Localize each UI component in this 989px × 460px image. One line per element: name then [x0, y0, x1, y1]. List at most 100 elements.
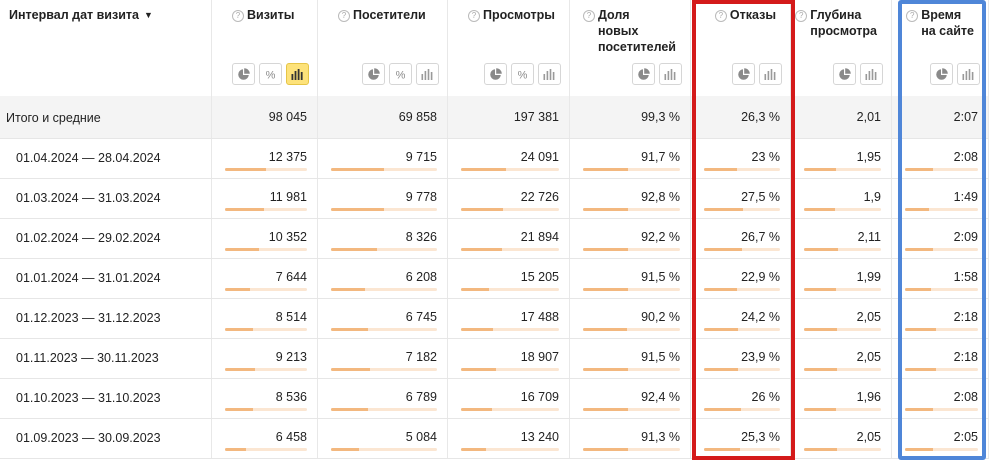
table-row[interactable]: 01.04.2024 — 28.04.2024 12 375 9 715 24 091… [0, 139, 989, 179]
cell-value: 1,9 [863, 190, 881, 204]
totals-row[interactable]: Итого и средние 98 045 69 858 197 381 99,3 %… [0, 96, 989, 139]
share-bar-fill [331, 248, 377, 251]
cell-depth: 2,01 [791, 96, 892, 138]
share-bar-fill [704, 448, 740, 451]
bar-chart-view-button[interactable] [416, 63, 439, 85]
table-row[interactable]: 01.12.2023 — 31.12.2023 8 514 6 745 17 488 9… [0, 299, 989, 339]
cell-value: 1,96 [856, 390, 881, 404]
pie-chart-view-button[interactable] [632, 63, 655, 85]
table-row[interactable]: 01.02.2024 — 29.02.2024 10 352 8 326 21 894… [0, 219, 989, 259]
column-title-line: Визиты [247, 8, 295, 22]
column-header-bounces[interactable]: ? Отказы [691, 0, 791, 96]
cell-value: 11 981 [269, 190, 307, 204]
share-bar [905, 248, 978, 251]
cell-new_share: 92,8 % [570, 179, 691, 218]
table-row[interactable]: 01.09.2023 — 30.09.2023 6 458 5 084 13 240 9… [0, 419, 989, 459]
column-title-visitors[interactable]: ? Посетители [338, 7, 426, 23]
view-mode-buttons [930, 63, 980, 85]
table-row[interactable]: 01.11.2023 — 30.11.2023 9 213 7 182 18 907 9… [0, 339, 989, 379]
share-bar [225, 208, 307, 211]
share-bar [905, 368, 978, 371]
share-bar [331, 408, 437, 411]
table-row[interactable]: 01.01.2024 — 31.01.2024 7 644 6 208 15 205 9… [0, 259, 989, 299]
cell-visitors: 6 745 [318, 299, 448, 338]
help-icon[interactable]: ? [232, 10, 244, 22]
percent-view-button[interactable]: % [259, 63, 282, 85]
help-icon[interactable]: ? [338, 10, 350, 22]
cell-value: 26 % [751, 390, 781, 404]
share-bar [804, 208, 881, 211]
help-icon[interactable]: ? [906, 10, 919, 22]
share-bar [583, 328, 680, 331]
column-header-visits[interactable]: ? Визиты% [212, 0, 318, 96]
sort-down-icon[interactable]: ▼ [143, 10, 153, 20]
share-bar-fill [583, 208, 628, 211]
share-bar [331, 168, 437, 171]
column-title-depth[interactable]: ? Глубина просмотра [795, 7, 877, 39]
column-title-visits[interactable]: ? Визиты [232, 7, 294, 23]
column-header-new_share[interactable]: ? Доля новых посетителей [570, 0, 691, 96]
cell-new_share: 92,4 % [570, 379, 691, 418]
bar-chart-icon [764, 68, 777, 80]
cell-value: 8 514 [275, 310, 307, 324]
help-icon[interactable]: ? [795, 10, 808, 22]
column-header-views[interactable]: ? Просмотры% [448, 0, 570, 96]
cell-bounces: 22,9 % [691, 259, 791, 298]
bar-chart-view-button[interactable] [957, 63, 980, 85]
cell-visitors: 6 208 [318, 259, 448, 298]
share-bar [461, 408, 559, 411]
column-header-depth[interactable]: ? Глубина просмотра [791, 0, 892, 96]
share-bar-fill [225, 328, 253, 331]
pie-chart-view-button[interactable] [833, 63, 856, 85]
bar-chart-view-button[interactable] [860, 63, 883, 85]
share-bar [461, 208, 559, 211]
share-bar [461, 368, 559, 371]
view-mode-buttons [833, 63, 883, 85]
table-row[interactable]: 01.03.2024 — 31.03.2024 11 981 9 778 22 726… [0, 179, 989, 219]
share-bar [704, 328, 780, 331]
cell-value: 1,95 [856, 150, 881, 164]
pie-chart-view-button[interactable] [232, 63, 255, 85]
cell-visitors: 69 858 [318, 96, 448, 138]
percent-view-button[interactable]: % [511, 63, 534, 85]
bar-chart-view-button[interactable] [659, 63, 682, 85]
date-column-header[interactable]: Интервал дат визита ▼ [0, 0, 212, 96]
view-mode-buttons [732, 63, 782, 85]
column-title-time[interactable]: ? Время на сайте [906, 7, 974, 39]
bar-chart-view-button[interactable] [538, 63, 561, 85]
pie-chart-view-button[interactable] [362, 63, 385, 85]
date-range-cell: 01.11.2023 — 30.11.2023 [0, 339, 212, 378]
pie-chart-view-button[interactable] [732, 63, 755, 85]
date-column-title[interactable]: Интервал дат визита ▼ [9, 7, 153, 23]
cell-value: 69 858 [398, 110, 437, 124]
pie-chart-view-button[interactable] [930, 63, 953, 85]
column-title-bounces[interactable]: ? Отказы [714, 7, 776, 23]
column-header-time[interactable]: ? Время на сайте [892, 0, 989, 96]
cell-value: 92,8 % [641, 190, 680, 204]
date-column-title-text: Интервал дат визита [9, 8, 139, 22]
cell-value: 6 208 [405, 270, 437, 284]
help-icon[interactable]: ? [468, 10, 480, 22]
percent-view-button[interactable]: % [389, 63, 412, 85]
column-title-views[interactable]: ? Просмотры [468, 7, 555, 23]
column-title-new_share[interactable]: ? Доля новых посетителей [582, 7, 676, 55]
help-icon[interactable]: ? [582, 10, 595, 22]
help-icon[interactable]: ? [714, 10, 727, 22]
column-title-line: Отказы [729, 8, 776, 22]
cell-new_share: 92,2 % [570, 219, 691, 258]
table-row[interactable]: 01.10.2023 — 31.10.2023 8 536 6 789 16 709 9… [0, 379, 989, 419]
pie-chart-view-button[interactable] [484, 63, 507, 85]
share-bar [583, 408, 680, 411]
cell-value: 2:09 [953, 230, 978, 244]
bar-chart-view-button[interactable] [759, 63, 782, 85]
pie-chart-icon [367, 67, 380, 81]
column-header-visitors[interactable]: ? Посетители% [318, 0, 448, 96]
share-bar [225, 328, 307, 331]
column-title-line: на сайте [921, 24, 974, 38]
cell-bounces: 25,3 % [691, 419, 791, 458]
bar-chart-view-button[interactable] [286, 63, 309, 85]
column-title-line: Глубина [810, 8, 862, 22]
share-bar [461, 248, 559, 251]
share-bar [225, 408, 307, 411]
cell-bounces: 26,7 % [691, 219, 791, 258]
